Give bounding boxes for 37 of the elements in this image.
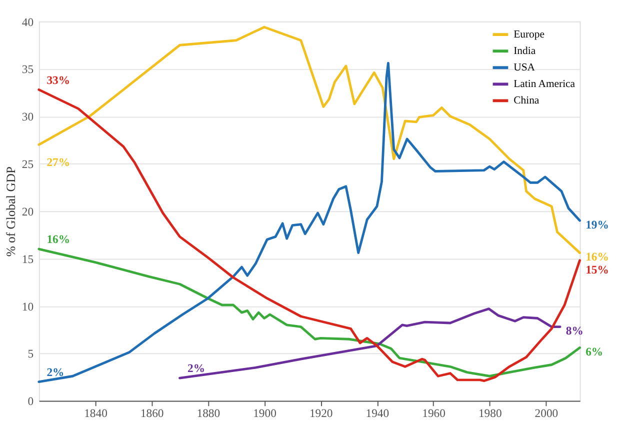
x-tick-label: 2000 <box>534 406 558 420</box>
x-tick-label: 1920 <box>309 406 333 420</box>
y-tick-label: 40 <box>22 16 34 29</box>
data-label: 33% <box>46 74 70 87</box>
y-tick-label: 15 <box>22 252 34 266</box>
x-tick-label: 1960 <box>422 406 446 420</box>
data-label: 16% <box>586 250 609 264</box>
y-tick-label: 5 <box>28 348 34 361</box>
y-tick-label: 35 <box>22 63 34 76</box>
y-tick-label: 25 <box>22 158 34 172</box>
data-label: 6% <box>586 345 604 358</box>
data-label: 27% <box>46 156 70 170</box>
data-label: 16% <box>46 233 70 246</box>
y-axis-title: % of Global GDP <box>4 166 18 257</box>
data-label: 8% <box>566 324 584 338</box>
y-tick-label: 10 <box>22 300 34 314</box>
legend-label: China <box>514 94 540 107</box>
legend-label: Latin America <box>514 78 576 90</box>
y-tick-label: 30 <box>22 110 34 124</box>
x-tick-label: 1840 <box>84 406 108 420</box>
x-tick-label: 1880 <box>196 406 220 420</box>
data-label: 15% <box>586 263 609 276</box>
line-series <box>178 308 562 380</box>
legend-label: India <box>514 44 536 57</box>
line-series <box>38 248 581 378</box>
legend-label: USA <box>514 62 536 74</box>
x-tick-label: 1900 <box>253 406 277 420</box>
x-tick-label: 1860 <box>140 406 164 420</box>
data-label: 19% <box>586 218 609 232</box>
data-label: 2% <box>188 362 206 376</box>
y-tick-label: 20 <box>22 205 34 218</box>
x-tick-label: 1940 <box>366 406 390 420</box>
legend-label: Europe <box>514 28 545 40</box>
line-series <box>38 26 581 254</box>
data-label: 2% <box>46 366 64 379</box>
x-tick-label: 1980 <box>478 406 502 420</box>
y-tick-label: 0 <box>28 395 34 408</box>
